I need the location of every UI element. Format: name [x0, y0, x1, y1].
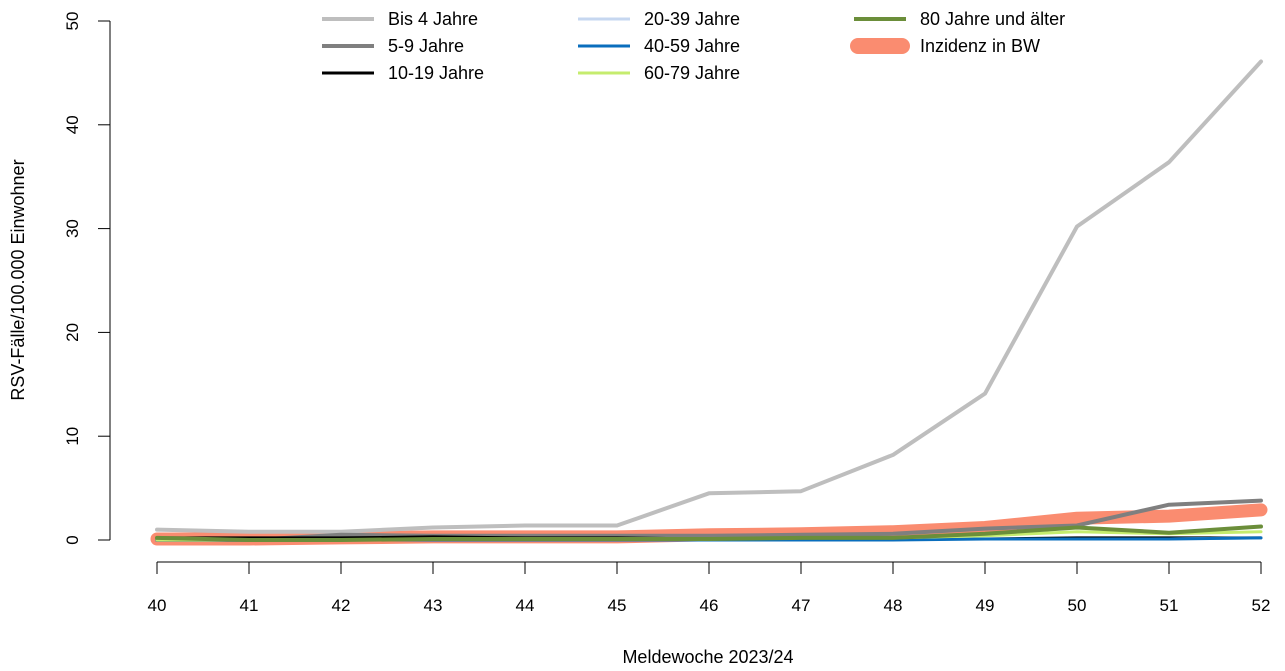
- x-tick-label: 46: [700, 596, 719, 615]
- legend-item: Inzidenz in BW: [850, 36, 1040, 56]
- x-tick-label: 44: [516, 596, 535, 615]
- x-tick-label: 49: [976, 596, 995, 615]
- y-axis-label: RSV-Fälle/100.000 Einwohner: [8, 159, 28, 400]
- axes: 40 41 42 43 44 45 46 47 48 49 50 51 52 0 10 20 30 40 50: [63, 12, 1270, 615]
- legend-item: Bis 4 Jahre: [322, 9, 478, 29]
- series-layer: [150, 59, 1268, 546]
- x-axis-label: Meldewoche 2023/24: [622, 647, 793, 667]
- x-tick-label: 47: [792, 596, 811, 615]
- legend-label: Inzidenz in BW: [920, 36, 1040, 56]
- legend-item: 80 Jahre und älter: [854, 9, 1065, 29]
- y-tick-label: 30: [63, 219, 82, 238]
- legend-label: 80 Jahre und älter: [920, 9, 1065, 29]
- series-line-bis-4-jahre: [155, 59, 1263, 534]
- legend: Bis 4 Jahre 5-9 Jahre 10-19 Jahre 20-39 Jah…: [322, 9, 1065, 83]
- x-tick-label: 43: [424, 596, 443, 615]
- legend-label: Bis 4 Jahre: [388, 9, 478, 29]
- legend-label: 5-9 Jahre: [388, 36, 464, 56]
- series-line-5-9-jahre: [155, 498, 1263, 542]
- x-tick-label: 48: [884, 596, 903, 615]
- y-tick-label: 20: [63, 323, 82, 342]
- x-tick-label: 41: [240, 596, 259, 615]
- legend-item: 40-59 Jahre: [578, 36, 740, 56]
- x-tick-label: 50: [1068, 596, 1087, 615]
- legend-label: 60-79 Jahre: [644, 63, 740, 83]
- y-tick-label: 0: [63, 535, 82, 544]
- x-tick-label: 45: [608, 596, 627, 615]
- legend-item: 10-19 Jahre: [322, 63, 484, 83]
- legend-item: 20-39 Jahre: [578, 9, 740, 29]
- y-tick-label: 10: [63, 427, 82, 446]
- x-tick-label: 52: [1252, 596, 1271, 615]
- legend-item: 5-9 Jahre: [322, 36, 464, 56]
- x-tick-label: 40: [148, 596, 167, 615]
- legend-label: 40-59 Jahre: [644, 36, 740, 56]
- y-tick-label: 40: [63, 115, 82, 134]
- x-tick-label: 42: [332, 596, 351, 615]
- series-line-80-jahre-und-lter: [155, 524, 1263, 542]
- legend-item: 60-79 Jahre: [578, 63, 740, 83]
- legend-label: 10-19 Jahre: [388, 63, 484, 83]
- legend-label: 20-39 Jahre: [644, 9, 740, 29]
- x-tick-label: 51: [1160, 596, 1179, 615]
- y-tick-label: 50: [63, 12, 82, 31]
